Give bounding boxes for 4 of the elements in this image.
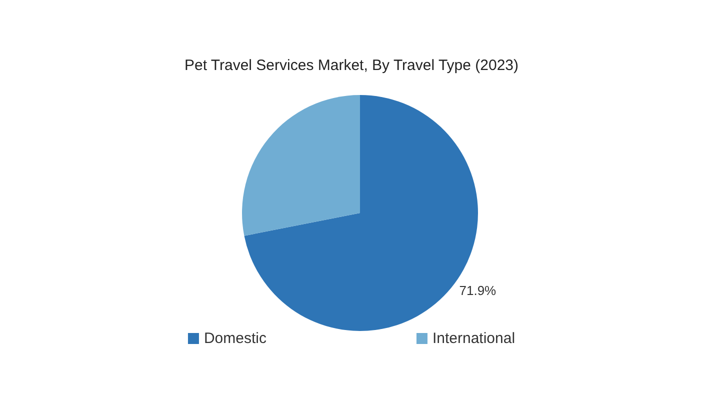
chart-title: Pet Travel Services Market, By Travel Type (2023) <box>184 57 519 74</box>
legend-label: International <box>432 330 516 347</box>
legend-label: Domestic <box>204 330 267 347</box>
data-label: 71.9% <box>459 282 497 298</box>
